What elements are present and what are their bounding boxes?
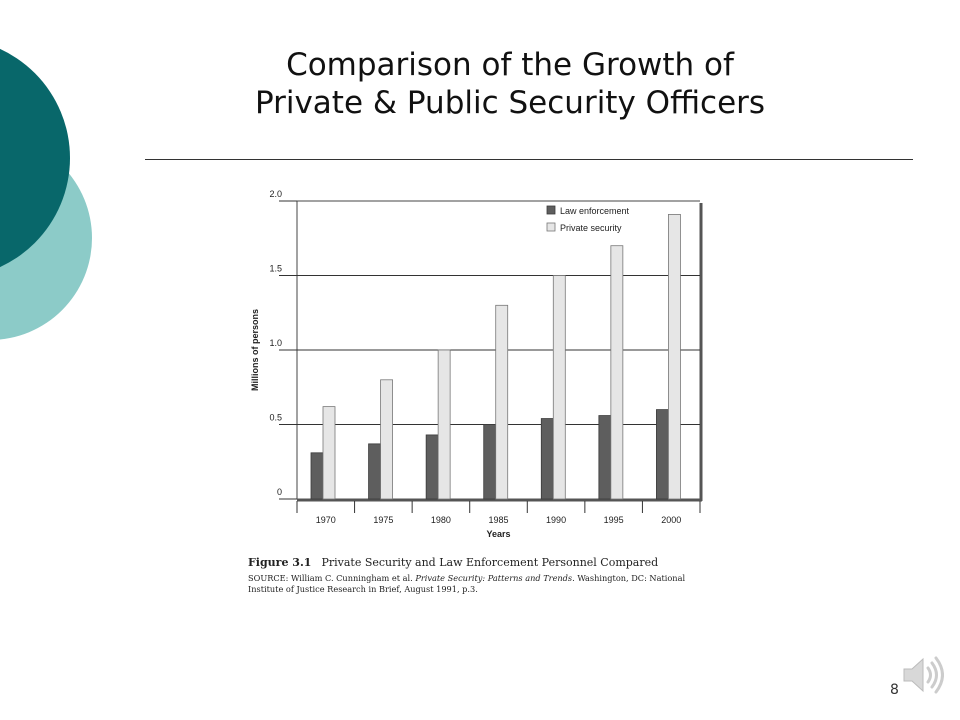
- y-tick-label: 1.0: [269, 338, 282, 348]
- y-axis-title: Millions of persons: [250, 309, 260, 391]
- bar-law-enforcement: [540, 418, 554, 500]
- dark-teal-circle: [0, 48, 70, 268]
- y-tick-label: 2.0: [269, 189, 282, 199]
- bar-private-security: [380, 379, 393, 500]
- chart-svg: 0 0.5 1.0 1.5 2.0 1970 1975 1980 1985 1990 1995 200…: [250, 189, 703, 539]
- legend-label: Law enforcement: [560, 206, 630, 216]
- y-tick-label: 0.5: [269, 413, 282, 423]
- bar-private-security: [495, 304, 509, 500]
- legend-swatch: [546, 205, 556, 215]
- y-tick-label: 0: [277, 487, 282, 497]
- figure-title: Private Security and Law Enforcement Per…: [321, 556, 659, 569]
- source-suffix: . Washington, DC: National Institute of …: [248, 573, 686, 594]
- source-prefix: SOURCE: William C. Cunningham et al.: [248, 573, 416, 583]
- x-axis-title: Years: [486, 529, 510, 539]
- figure-label: Figure 3.1: [248, 556, 312, 569]
- x-tick-label: 1985: [488, 515, 508, 525]
- x-tick-label: 1980: [431, 515, 451, 525]
- page-number: 8: [890, 682, 899, 698]
- x-tick-label: 1970: [316, 515, 336, 525]
- legend-label: Private security: [560, 223, 622, 233]
- bar-private-security: [610, 245, 624, 500]
- slide-title-line-1: Comparison of the Growth of: [286, 47, 734, 83]
- figure-caption: Figure 3.1 Private Security and Law Enfor…: [248, 555, 718, 595]
- slide-title: Comparison of the Growth of Private & Pu…: [140, 46, 880, 122]
- bar-private-security: [437, 349, 451, 500]
- bar-law-enforcement: [656, 409, 669, 500]
- legend-swatch: [546, 222, 556, 232]
- decorative-circles: [0, 48, 92, 340]
- bar-law-enforcement: [368, 443, 381, 500]
- y-tick-label: 1.5: [269, 264, 282, 274]
- speaker-icon[interactable]: [898, 652, 944, 698]
- x-tick-label: 2000: [661, 515, 681, 525]
- x-tick-label: 1995: [604, 515, 624, 525]
- bar-private-security: [322, 406, 336, 500]
- bar-law-enforcement: [310, 452, 324, 500]
- title-divider: [145, 159, 913, 160]
- figure-title-line: Figure 3.1 Private Security and Law Enfor…: [248, 555, 718, 570]
- x-tick-label: 1975: [373, 515, 393, 525]
- bar-law-enforcement: [483, 424, 497, 500]
- bar-private-security: [668, 214, 681, 500]
- bar-law-enforcement: [425, 434, 439, 500]
- bar-private-security: [552, 275, 566, 500]
- bar-chart: 0 0.5 1.0 1.5 2.0 1970 1975 1980 1985 1990 1995 200…: [240, 188, 720, 552]
- x-tick-label: 1990: [546, 515, 566, 525]
- bar-law-enforcement: [598, 415, 612, 500]
- source-title: Private Security: Patterns and Trends: [415, 573, 573, 583]
- slide-title-line-2: Private & Public Security Officers: [254, 85, 766, 121]
- figure-source: SOURCE: William C. Cunningham et al. Pri…: [248, 573, 718, 595]
